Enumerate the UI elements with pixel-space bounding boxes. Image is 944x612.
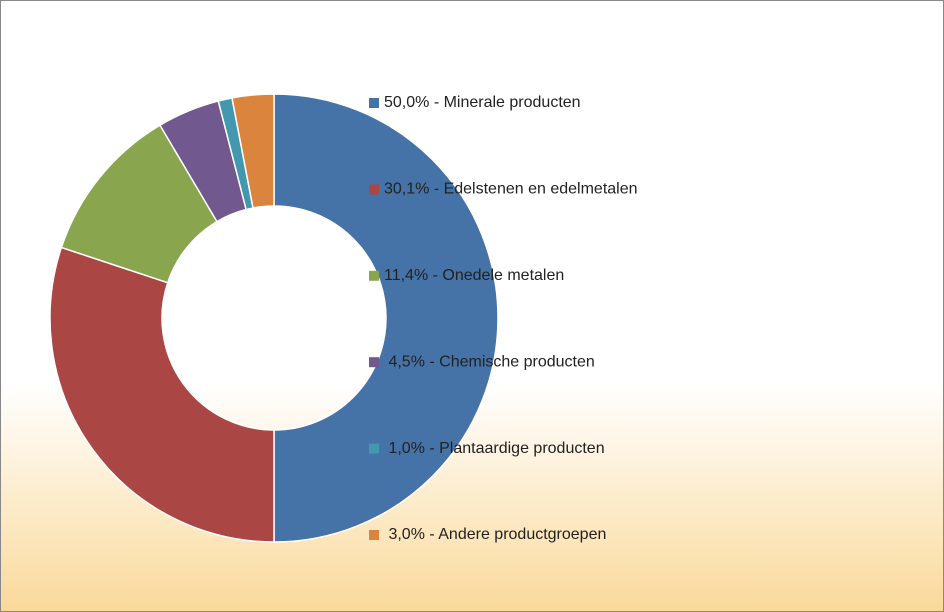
legend-swatch — [369, 357, 379, 368]
legend-label: 1,0% - Plantaardige producten — [384, 440, 605, 457]
legend-label: 3,0% - Andere productgroepen — [384, 526, 606, 543]
legend-swatch — [369, 270, 379, 281]
legend-label: 30,1% - Edelstenen en edelmetalen — [384, 181, 638, 198]
donut-segment — [49, 246, 275, 543]
legend-label: 50,0% - Minerale producten — [384, 94, 581, 111]
legend-swatch — [369, 184, 379, 195]
legend-label: 11,4% - Onedele metalen — [384, 267, 564, 284]
legend-swatch — [369, 443, 379, 454]
donut-segment — [231, 93, 275, 209]
legend-swatch — [369, 530, 379, 540]
legend-swatch — [369, 98, 379, 108]
legend-label: 4,5% - Chemische producten — [384, 353, 595, 370]
